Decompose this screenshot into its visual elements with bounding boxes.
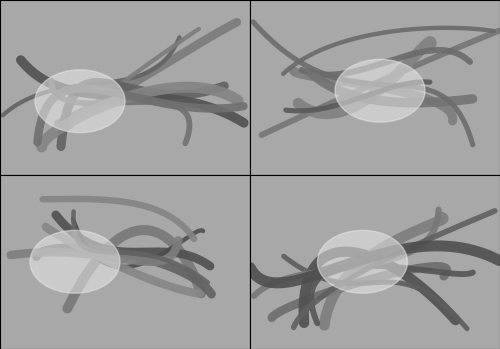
Circle shape (318, 230, 408, 293)
Circle shape (30, 230, 120, 293)
Circle shape (335, 59, 425, 122)
Circle shape (35, 70, 125, 133)
